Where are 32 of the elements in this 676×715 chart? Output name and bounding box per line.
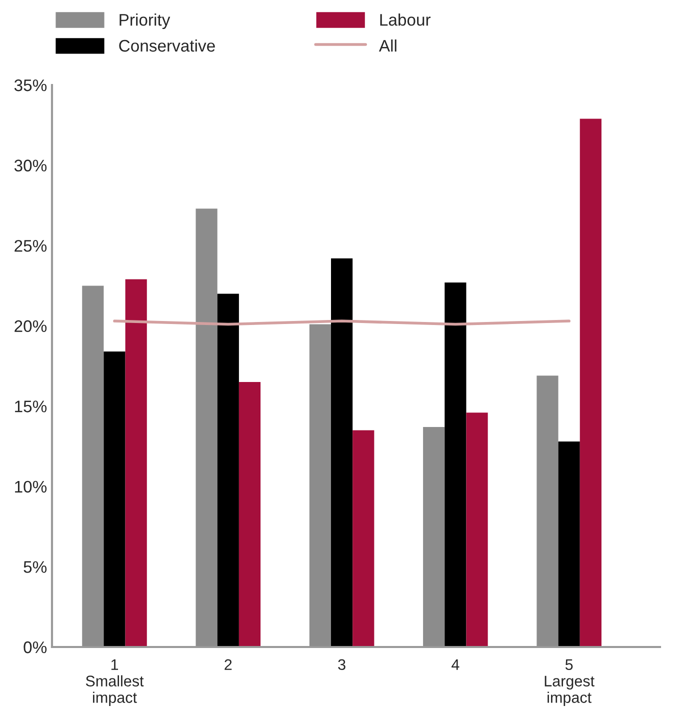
bar: [466, 412, 488, 647]
y-tick-label: 10%: [15, 480, 47, 493]
legend-label: Labour: [380, 14, 431, 26]
bar: [423, 427, 445, 647]
bar: [331, 258, 353, 647]
bar: [444, 282, 466, 647]
y-tick-label: 0%: [24, 641, 47, 654]
y-tick-label: 35%: [14, 79, 47, 92]
bar: [238, 382, 261, 647]
bar: [104, 352, 126, 647]
x-tick-label: 4: [452, 659, 460, 670]
bar: [536, 376, 558, 647]
x-tick-label: 5 Largest impact: [544, 659, 594, 706]
bar: [580, 118, 602, 647]
x-tick-label: 2: [224, 659, 232, 670]
y-tick-label: 15%: [15, 400, 47, 412]
bar: [82, 286, 104, 647]
bar: [217, 294, 239, 647]
x-tick-label: 1 Smallest impact: [86, 659, 144, 706]
legend-label: Conservative: [119, 39, 215, 52]
legend-label: All: [378, 39, 396, 52]
bar: [196, 208, 218, 647]
bar: [125, 279, 147, 647]
x-tick-label: 3: [338, 659, 346, 670]
bar: [352, 430, 374, 647]
y-tick-label: 20%: [14, 320, 47, 332]
legend-label: Priority: [120, 14, 170, 30]
y-tick-label: 25%: [14, 240, 47, 252]
y-tick-label: 5%: [24, 561, 47, 573]
y-tick-label: 30%: [14, 160, 47, 172]
bar: [558, 441, 580, 647]
bar: [309, 324, 331, 647]
